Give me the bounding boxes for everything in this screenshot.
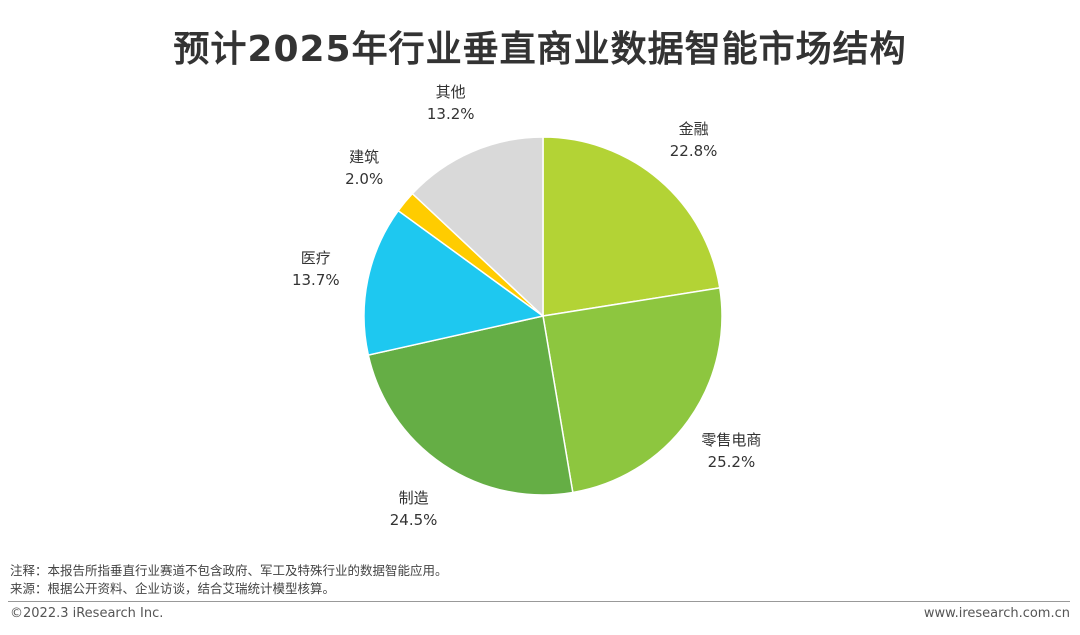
slice-name: 零售电商 [701, 431, 762, 450]
slice-value: 13.2% [426, 105, 475, 124]
slice-value: 22.8% [669, 141, 718, 160]
footer-divider [8, 601, 1070, 602]
slice-label-5: 其他 13.2% [411, 81, 491, 125]
slice-name: 医疗 [300, 248, 331, 267]
slice-name: 金融 [678, 119, 709, 138]
source-line: 来源：根据公开资料、企业访谈，结合艾瑞统计模型核算。 [10, 581, 336, 596]
slice-value: 24.5% [389, 510, 438, 529]
slice-label-0: 金融 22.8% [654, 118, 734, 162]
slice-label-3: 医疗 13.7% [276, 247, 356, 291]
slice-label-1: 零售电商 25.2% [691, 429, 771, 473]
note-line: 注释：本报告所指垂直行业赛道不包含政府、军工及特殊行业的数据智能应用。 [10, 563, 448, 578]
pie-slice-0 [542, 136, 721, 317]
pie-slice-5 [411, 136, 544, 318]
pie-slice-2 [367, 315, 574, 496]
chart-notes: 注释：本报告所指垂直行业赛道不包含政府、军工及特殊行业的数据智能应用。 来源：根… [10, 562, 448, 598]
pie-slice-3 [363, 209, 545, 356]
slice-label-4: 建筑 2.0% [324, 146, 404, 190]
slice-value: 25.2% [707, 453, 756, 472]
slice-label-2: 制造 24.5% [374, 487, 454, 531]
slice-name: 其他 [435, 83, 466, 102]
pie-chart [363, 136, 723, 496]
slice-value: 2.0% [345, 170, 384, 189]
slice-name: 制造 [398, 488, 429, 507]
pie-slice-1 [542, 286, 723, 494]
chart-title: 预计2025年行业垂直商业数据智能市场结构 [173, 29, 907, 70]
slice-name: 建筑 [349, 148, 380, 167]
copyright-text: ©2022.3 iResearch Inc. [10, 606, 164, 621]
slice-value: 13.7% [291, 270, 340, 289]
website-link[interactable]: www.iresearch.com.cn [923, 606, 1070, 621]
